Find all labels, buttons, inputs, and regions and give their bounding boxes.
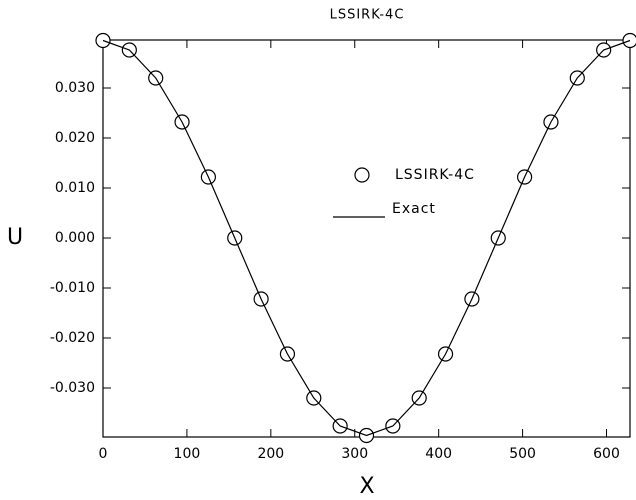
chart-title: LSSIRK-4C bbox=[330, 8, 405, 23]
y-tick-label: 0.000 bbox=[55, 230, 95, 246]
exact-line bbox=[102, 39, 631, 437]
x-tick-label: 400 bbox=[425, 446, 452, 462]
x-tick-label: 300 bbox=[341, 446, 368, 462]
x-tick-label: 0 bbox=[99, 446, 108, 462]
legend-label: LSSIRK-4C bbox=[395, 167, 475, 183]
legend-marker bbox=[354, 167, 370, 183]
y-tick-label: -0.010 bbox=[50, 280, 95, 296]
plot-frame bbox=[102, 39, 631, 438]
y-tick-label: -0.020 bbox=[50, 330, 95, 346]
legend-label: Exact bbox=[392, 201, 436, 217]
y-tick-label: 0.020 bbox=[55, 130, 95, 146]
y-axis-label: U bbox=[7, 225, 23, 250]
y-tick-label: 0.010 bbox=[55, 180, 95, 196]
x-axis-label: X bbox=[359, 474, 374, 499]
y-tick-label: 0.030 bbox=[55, 80, 95, 96]
x-tick-label: 200 bbox=[257, 446, 284, 462]
x-tick-label: 100 bbox=[174, 446, 201, 462]
y-tick-label: -0.030 bbox=[50, 380, 95, 396]
x-tick-label: 500 bbox=[509, 446, 536, 462]
x-tick-label: 600 bbox=[593, 446, 620, 462]
